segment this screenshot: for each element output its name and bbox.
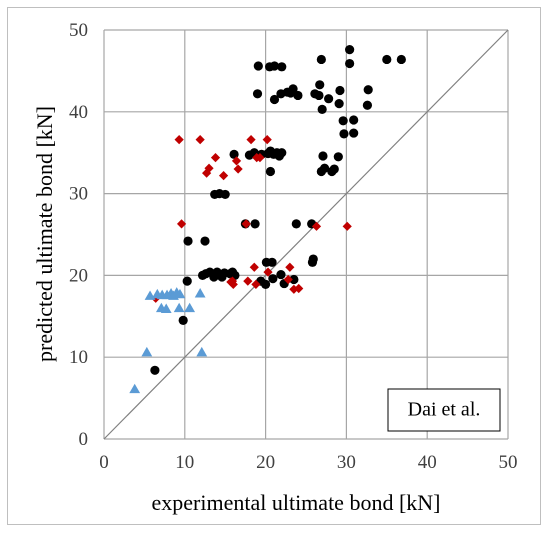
data-point-circle-74 [349, 128, 359, 138]
data-point-circle-3 [183, 236, 193, 246]
data-point-triangle-13 [184, 302, 196, 313]
data-point-circle-65 [329, 164, 339, 174]
data-point-circle-77 [382, 54, 392, 65]
data-point-circle-34 [267, 257, 277, 267]
data-point-circle-38 [269, 94, 280, 105]
data-point-diamond-16 [249, 262, 259, 272]
data-point-diamond-26 [311, 221, 322, 231]
data-point-circle-76 [363, 85, 373, 95]
data-point-circle-1 [178, 315, 188, 325]
x-axis-label: experimental ultimate bond [kN] [152, 490, 441, 515]
data-point-diamond-6 [210, 153, 221, 163]
y-tick-label-3: 30 [69, 184, 88, 205]
data-point-circle-70 [338, 116, 348, 126]
data-point-circle-44 [277, 148, 287, 158]
data-point-circle-51 [293, 90, 303, 101]
y-tick-label-4: 40 [69, 102, 88, 123]
data-point-circle-49 [289, 274, 299, 285]
data-point-circle-62 [319, 163, 330, 173]
data-point-circle-0 [150, 365, 160, 375]
data-point-circle-78 [396, 54, 406, 65]
data-point-circle-43 [277, 62, 287, 72]
data-point-diamond-10 [228, 279, 238, 289]
data-point-diamond-2 [176, 219, 187, 229]
y-tick-label-0: 0 [79, 429, 89, 450]
data-point-circle-28 [261, 279, 271, 289]
data-point-triangle-12 [174, 288, 186, 299]
y-axis-label: predicted ultimate bond [kN] [32, 106, 57, 362]
data-point-circle-25 [253, 61, 263, 71]
data-point-triangle-15 [196, 346, 208, 357]
data-point-circle-66 [333, 152, 343, 162]
data-point-circle-60 [317, 104, 327, 114]
data-point-triangle-14 [194, 287, 206, 298]
data-point-circle-54 [308, 254, 318, 264]
data-point-circle-69 [339, 129, 349, 139]
data-point-diamond-5 [204, 163, 214, 173]
legend-box [387, 388, 501, 432]
data-point-circle-63 [324, 94, 334, 104]
data-point-circle-37 [269, 61, 280, 71]
data-point-diamond-13 [241, 219, 251, 229]
data-point-diamond-19 [255, 153, 265, 163]
data-point-diamond-14 [243, 276, 253, 286]
data-point-circle-56 [314, 90, 324, 101]
data-point-circle-48 [288, 84, 298, 94]
series-triangle [129, 287, 208, 394]
x-tick-label-1: 10 [175, 452, 194, 473]
data-point-triangle-1 [141, 346, 153, 357]
data-point-circle-68 [335, 85, 345, 96]
data-point-circle-2 [182, 276, 192, 286]
data-point-triangle-0 [129, 383, 141, 394]
legend: Dai et al. [387, 388, 501, 432]
x-tick-label-3: 30 [337, 452, 356, 473]
y-tick-labels: 0 10 20 30 40 50 [69, 20, 88, 450]
data-point-diamond-22 [283, 274, 293, 285]
data-point-triangle-11 [173, 302, 185, 313]
data-point-circle-24 [252, 89, 263, 99]
grid-lines [103, 29, 509, 440]
x-tick-label-5: 50 [499, 452, 518, 473]
data-point-circle-6 [200, 236, 210, 246]
data-point-diamond-11 [231, 156, 242, 166]
data-point-diamond-17 [251, 279, 261, 289]
data-point-circle-59 [318, 151, 328, 161]
data-point-circle-61 [316, 54, 326, 65]
data-point-circle-75 [362, 100, 373, 110]
y-tick-label-1: 10 [69, 347, 88, 368]
data-point-diamond-25 [294, 283, 304, 294]
data-point-circle-73 [349, 115, 359, 125]
data-point-circle-22 [250, 219, 260, 229]
data-points [129, 45, 406, 394]
data-point-circle-35 [268, 274, 278, 284]
x-tick-label-4: 40 [418, 452, 437, 473]
data-point-circle-50 [291, 219, 301, 229]
data-point-diamond-3 [195, 135, 205, 145]
x-tick-label-0: 0 [99, 452, 109, 473]
data-point-circle-71 [345, 45, 355, 55]
data-point-diamond-12 [233, 164, 243, 174]
x-tick-labels: 0 10 20 30 40 50 [99, 452, 517, 473]
data-point-triangle-6 [160, 303, 172, 313]
legend-text: Dai et al. [408, 399, 481, 421]
y-tick-label-2: 20 [69, 265, 88, 286]
data-point-diamond-27 [342, 221, 352, 231]
data-point-diamond-23 [285, 262, 295, 272]
data-point-circle-72 [345, 58, 355, 69]
identity-line [103, 29, 509, 440]
data-point-diamond-20 [262, 135, 272, 145]
data-point-circle-41 [276, 269, 286, 280]
x-tick-label-2: 20 [256, 452, 275, 473]
data-point-circle-67 [334, 99, 344, 109]
data-point-diamond-21 [263, 267, 273, 277]
data-point-circle-15 [220, 189, 230, 200]
y-tick-label-5: 50 [69, 20, 88, 41]
series-circle [150, 45, 406, 375]
data-point-diamond-15 [246, 135, 256, 145]
data-point-circle-57 [315, 80, 325, 90]
data-point-diamond-7 [218, 171, 229, 181]
data-point-circle-33 [265, 166, 276, 177]
data-point-diamond-1 [174, 135, 184, 145]
